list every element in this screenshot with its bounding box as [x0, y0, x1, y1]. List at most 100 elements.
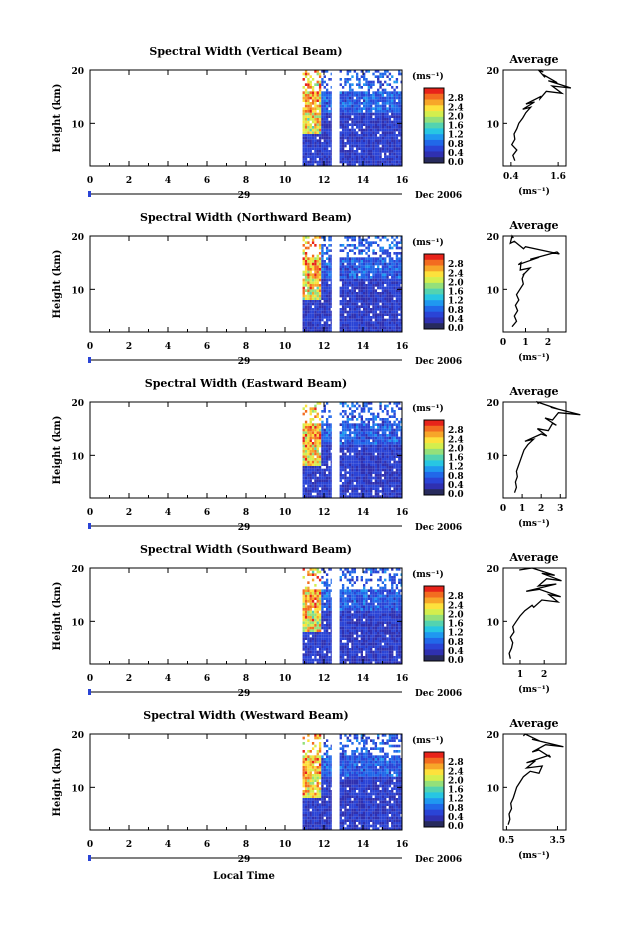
heat-cell [365, 120, 368, 124]
heat-cell [316, 447, 319, 450]
heat-cell [381, 568, 385, 571]
heat-cell [395, 661, 399, 664]
average-x-tick-label: 1 [519, 504, 525, 514]
heat-cell [353, 120, 356, 124]
heat-cell [348, 144, 352, 148]
colorbar-swatch [424, 425, 444, 432]
heat-cell [344, 270, 347, 274]
heat-cell [348, 434, 352, 437]
heat-cell [325, 310, 329, 314]
heat-cell [348, 278, 352, 282]
heat-cell [381, 570, 385, 574]
heat-cell [386, 621, 389, 624]
heat-cell [328, 434, 331, 437]
heat-cell [321, 420, 324, 424]
heat-cell [330, 447, 332, 450]
heat-cell [346, 99, 349, 102]
heat-cell [395, 476, 399, 480]
heat-cell [363, 134, 366, 137]
heat-cell [321, 302, 324, 306]
heat-cell [365, 318, 368, 322]
heat-cell [339, 484, 342, 488]
heat-cell [360, 244, 363, 247]
heat-cell [307, 648, 310, 651]
heat-cell [353, 326, 356, 330]
heat-cell [318, 442, 322, 445]
heat-cell [304, 471, 308, 474]
heat-cell [398, 495, 401, 498]
heat-cell [344, 99, 347, 102]
heat-cell [341, 313, 345, 316]
heat-cell [328, 284, 331, 287]
heat-cell [330, 444, 332, 448]
heat-cell [339, 650, 342, 654]
heat-cell [314, 632, 317, 635]
heat-cell [398, 305, 401, 308]
heat-cell [377, 442, 380, 445]
heat-cell [341, 262, 345, 266]
heat-cell [355, 444, 359, 448]
heat-cell [341, 444, 345, 448]
heat-cell [365, 439, 368, 442]
heat-cell [304, 466, 308, 469]
heat-cell [328, 144, 331, 148]
colorbar-tick-label: 1.6 [448, 122, 464, 132]
heat-cell [316, 268, 319, 271]
heat-cell [309, 94, 312, 97]
heat-cell [328, 656, 331, 659]
heat-cell [309, 410, 312, 413]
heat-cell [374, 589, 378, 592]
heat-cell [346, 72, 349, 76]
x-tick-label: 4 [165, 176, 171, 186]
heat-cell [351, 310, 354, 314]
heat-cell [316, 147, 319, 150]
date-marker [88, 191, 91, 197]
heat-cell [351, 444, 354, 448]
heat-cell [304, 300, 308, 303]
heat-cell [358, 262, 361, 266]
heat-cell [325, 578, 329, 582]
heat-cell [316, 257, 319, 260]
heat-cell [374, 136, 378, 140]
heat-cell [365, 589, 368, 592]
heatmap-cells [302, 236, 402, 332]
heat-cell [344, 150, 347, 153]
heat-cell [358, 112, 361, 116]
heat-cell [355, 94, 359, 97]
heat-cell [311, 495, 315, 498]
heat-cell [388, 426, 392, 429]
heat-cell [321, 436, 324, 440]
heat-cell [330, 621, 332, 624]
heat-cell [400, 434, 402, 437]
heat-cell [316, 487, 319, 490]
heat-cell [400, 452, 402, 456]
heat-cell [311, 447, 315, 450]
heat-cell [393, 80, 396, 84]
heat-cell [365, 608, 368, 611]
heat-cell [360, 112, 363, 116]
heat-cell [374, 661, 378, 664]
heat-cell [353, 594, 356, 598]
heat-cell [316, 458, 319, 461]
heat-cell [374, 128, 378, 132]
heat-cell [379, 402, 382, 405]
heat-cell [393, 102, 396, 105]
heat-cell [377, 637, 380, 640]
heat-cell [304, 276, 308, 279]
heat-cell [302, 107, 305, 110]
heat-cell [344, 155, 347, 158]
heat-cell [400, 144, 402, 148]
heat-cell [341, 160, 345, 164]
heat-cell [311, 136, 315, 140]
heat-cell [360, 321, 363, 324]
heat-cell [325, 321, 329, 324]
heat-cell [339, 455, 342, 458]
heat-cell [370, 642, 373, 646]
heat-cell [309, 284, 312, 287]
heat-cell [388, 444, 392, 448]
heat-cell [302, 640, 305, 643]
heat-cell [307, 152, 310, 156]
heat-cell [395, 152, 399, 156]
heat-cell [316, 452, 319, 456]
heat-cell [358, 658, 361, 662]
